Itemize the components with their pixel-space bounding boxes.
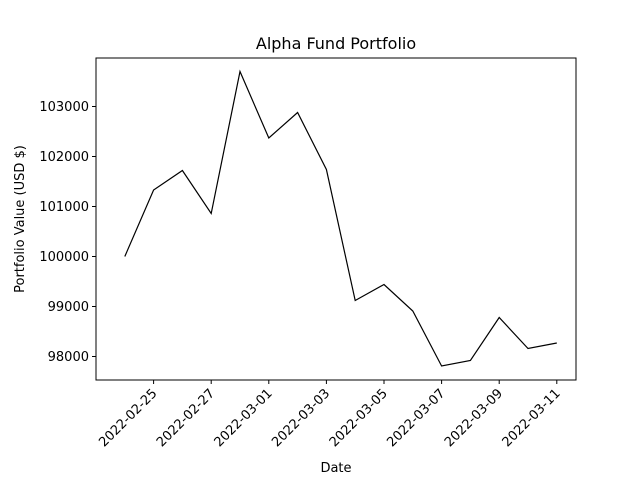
y-tick-label: 102000 — [39, 150, 89, 165]
y-axis-label: Portfolio Value (USD $) — [13, 145, 28, 293]
x-axis-label: Date — [320, 461, 351, 476]
series-layer — [124, 69, 557, 367]
plot-area-frame — [95, 57, 577, 381]
y-tick-label: 100000 — [39, 250, 89, 265]
y-tick-label: 103000 — [39, 100, 89, 115]
series-line — [124, 69, 557, 367]
chart-title: Alpha Fund Portfolio — [256, 34, 416, 53]
y-tick-label: 101000 — [39, 200, 89, 215]
y-axis: 98000 99000 100000 101000 102000 103000 — [39, 100, 96, 365]
y-tick-label: 99000 — [48, 300, 89, 315]
y-tick-label: 98000 — [48, 350, 89, 365]
